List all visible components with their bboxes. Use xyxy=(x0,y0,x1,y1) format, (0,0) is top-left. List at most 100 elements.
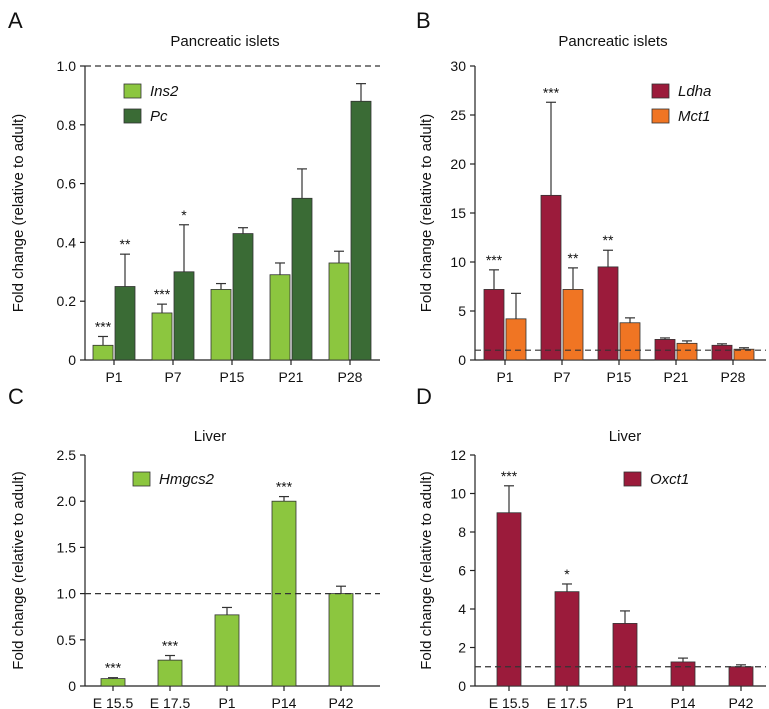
bar-hmgcs2 xyxy=(214,614,240,687)
bar-ldha xyxy=(711,344,733,361)
legend-label: Hmgcs2 xyxy=(159,471,215,488)
y-tick-label: 1.0 xyxy=(57,586,77,602)
x-tick-label: P42 xyxy=(329,695,354,709)
bar-oxct1 xyxy=(670,661,696,687)
y-tick-label: 25 xyxy=(450,107,466,123)
y-axis-label: Fold change (relative to adult) xyxy=(10,114,27,312)
y-tick-label: 0.6 xyxy=(57,176,77,192)
bar-pc xyxy=(173,271,195,361)
bar-mct1 xyxy=(619,322,641,361)
x-tick-label: P28 xyxy=(721,369,746,385)
panel-a: A Pancreatic islets Fold change (relative … xyxy=(8,8,380,385)
bar-mct1 xyxy=(505,318,527,361)
x-tick-label: P15 xyxy=(607,369,632,385)
legend-label: Oxct1 xyxy=(650,471,689,488)
bar-ins2 xyxy=(210,289,232,361)
chart-title: Liver xyxy=(194,428,227,445)
y-tick-label: 15 xyxy=(450,205,466,221)
legend-label: Pc xyxy=(150,108,168,125)
significance-label: * xyxy=(564,566,570,582)
x-tick-label: P1 xyxy=(105,369,122,385)
significance-label: * xyxy=(181,207,187,223)
panel-letter: A xyxy=(8,8,23,33)
legend-label: Mct1 xyxy=(678,108,711,125)
panel-c: C Liver Fold change (relative to adult) 0 0.… xyxy=(8,384,380,709)
x-tick-label: P1 xyxy=(616,695,633,709)
significance-label: ** xyxy=(120,236,131,252)
y-tick-label: 0 xyxy=(458,678,466,694)
y-tick-label: 4 xyxy=(458,601,466,617)
bar-mct1 xyxy=(676,342,698,361)
significance-label: *** xyxy=(162,638,179,654)
panel-letter: B xyxy=(416,8,431,33)
bar-mct1 xyxy=(562,289,584,361)
y-tick-label: 2.0 xyxy=(57,493,77,509)
y-tick-label: 2.5 xyxy=(57,447,77,463)
x-tick-label: P15 xyxy=(220,369,245,385)
significance-label: *** xyxy=(501,468,518,484)
legend-label: Ins2 xyxy=(150,83,179,100)
y-tick-label: 1.0 xyxy=(57,58,77,74)
significance-label: *** xyxy=(276,479,293,495)
x-tick-label: P14 xyxy=(671,695,696,709)
bar-ldha xyxy=(597,266,619,361)
bar-oxct1 xyxy=(496,512,522,687)
panel-d: D Liver Fold change (relative to adult) 0 2 4… xyxy=(416,384,766,709)
legend-swatch-mct1 xyxy=(651,108,670,124)
bar-pc xyxy=(350,100,372,361)
panel-b: B Pancreatic islets Fold change (relative … xyxy=(416,8,766,385)
y-tick-label: 12 xyxy=(450,447,466,463)
y-tick-label: 20 xyxy=(450,156,466,172)
x-tick-label: P28 xyxy=(338,369,363,385)
chart-title: Pancreatic islets xyxy=(170,33,279,50)
y-tick-label: 0.2 xyxy=(57,293,77,309)
x-tick-label: P42 xyxy=(729,695,754,709)
bar-oxct1 xyxy=(612,623,638,687)
legend-swatch-oxct1 xyxy=(623,471,642,487)
y-tick-label: 0.5 xyxy=(57,632,77,648)
bar-pc xyxy=(291,197,313,361)
y-tick-label: 5 xyxy=(458,303,466,319)
legend-swatch-hmgcs2 xyxy=(132,471,151,487)
bar-hmgcs2 xyxy=(328,593,354,687)
x-tick-label: E 17.5 xyxy=(547,695,588,709)
x-tick-label: E 15.5 xyxy=(93,695,134,709)
y-tick-label: 0 xyxy=(458,352,466,368)
significance-label: ** xyxy=(568,250,579,266)
bar-ins2 xyxy=(151,312,173,361)
chart-title: Pancreatic islets xyxy=(558,33,667,50)
y-tick-label: 1.5 xyxy=(57,539,77,555)
significance-label: *** xyxy=(105,660,122,676)
bar-pc xyxy=(114,286,136,361)
x-tick-label: P7 xyxy=(164,369,181,385)
significance-label: *** xyxy=(95,318,112,334)
x-tick-label: P21 xyxy=(664,369,689,385)
significance-label: *** xyxy=(486,252,503,268)
y-tick-label: 0 xyxy=(68,678,76,694)
x-tick-label: P7 xyxy=(553,369,570,385)
bar-ins2 xyxy=(92,344,114,361)
y-tick-label: 10 xyxy=(450,254,466,270)
y-tick-label: 6 xyxy=(458,563,466,579)
y-tick-label: 2 xyxy=(458,640,466,656)
panel-letter: D xyxy=(416,384,432,409)
y-tick-label: 0.4 xyxy=(57,234,77,250)
y-axis-label: Fold change (relative to adult) xyxy=(418,471,435,669)
bar-hmgcs2 xyxy=(100,678,126,687)
y-axis-label: Fold change (relative to adult) xyxy=(418,114,435,312)
y-tick-label: 8 xyxy=(458,524,466,540)
legend-swatch-pc xyxy=(123,108,142,124)
bar-ins2 xyxy=(328,262,350,361)
x-tick-label: P21 xyxy=(279,369,304,385)
x-tick-label: E 17.5 xyxy=(150,695,191,709)
bar-ldha xyxy=(540,194,562,361)
x-tick-label: P1 xyxy=(218,695,235,709)
legend-swatch-ldha xyxy=(651,83,670,99)
x-tick-label: P1 xyxy=(496,369,513,385)
legend-label: Ldha xyxy=(678,83,711,100)
y-tick-label: 10 xyxy=(450,486,466,502)
chart-title: Liver xyxy=(609,428,642,445)
significance-label: *** xyxy=(154,286,171,302)
significance-label: *** xyxy=(543,84,560,100)
